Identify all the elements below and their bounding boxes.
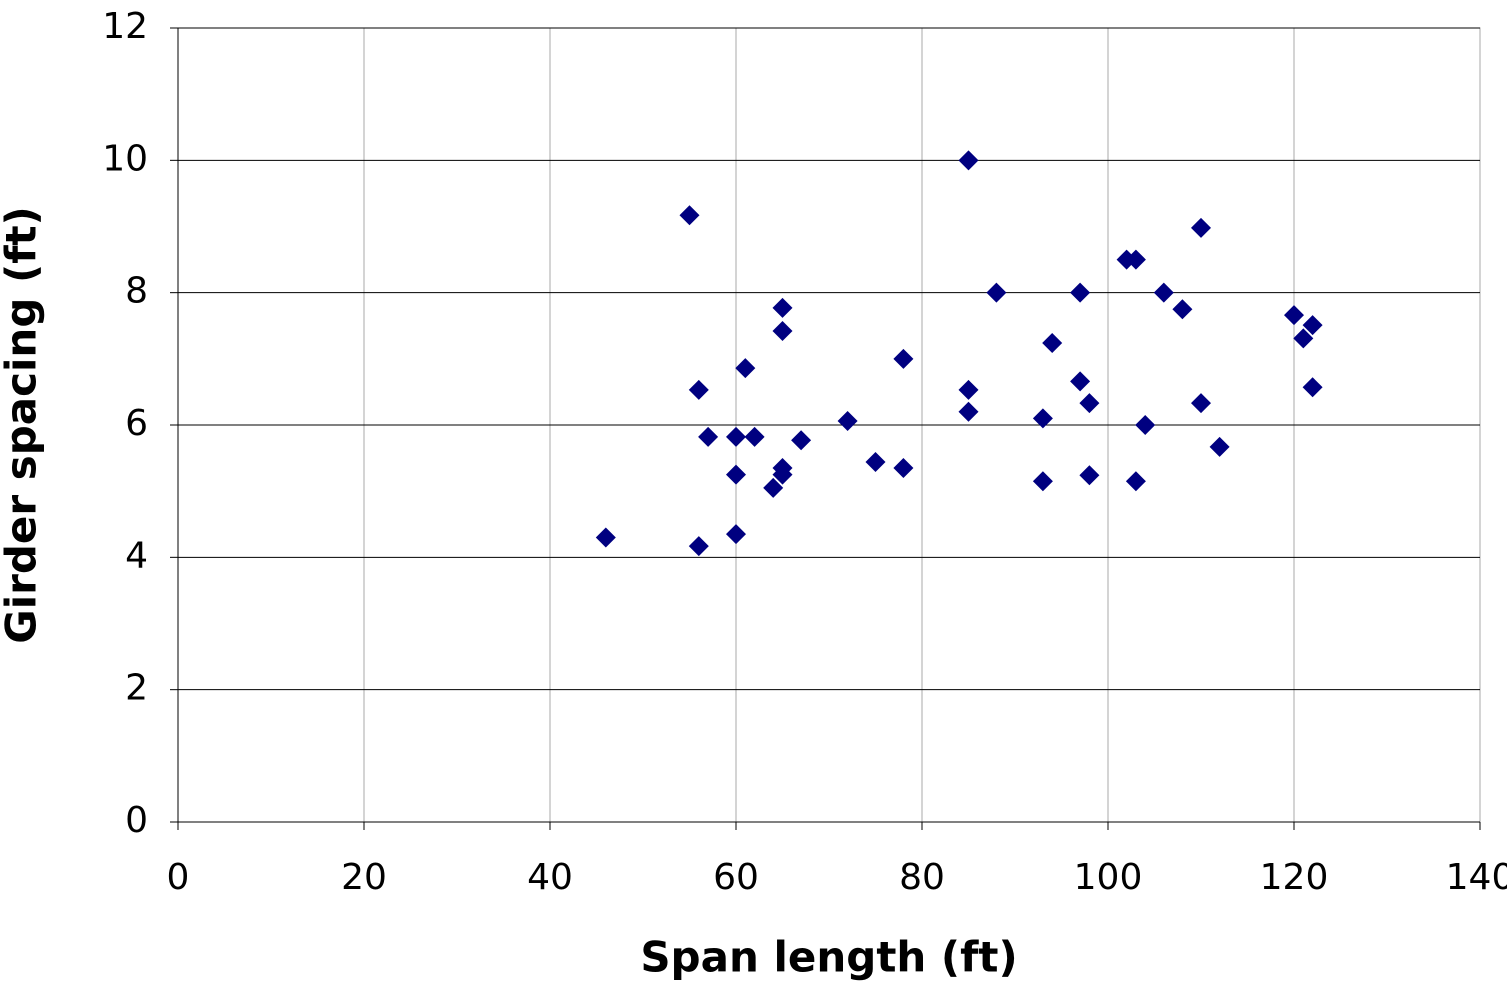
point (958, 150, 979, 171)
point (1209, 436, 1230, 457)
x-tick-label: 120 (1260, 857, 1329, 898)
point (791, 430, 812, 451)
y-tick-label: 4 (125, 535, 148, 576)
x-tick-label: 0 (167, 857, 190, 898)
point (735, 358, 756, 379)
point (1302, 315, 1323, 336)
x-tick-label: 80 (899, 857, 945, 898)
point (1191, 217, 1211, 238)
point (1284, 305, 1304, 326)
point (893, 348, 914, 369)
point (837, 411, 858, 432)
point (893, 458, 914, 479)
point (1042, 332, 1063, 353)
point (726, 426, 746, 447)
point (1135, 415, 1156, 435)
point (679, 205, 700, 226)
point (1079, 393, 1100, 414)
point (688, 379, 709, 400)
point (1125, 471, 1146, 492)
y-tick-label: 6 (125, 403, 148, 444)
point (1172, 299, 1193, 320)
point (726, 464, 746, 485)
point (1302, 377, 1323, 398)
y-tick-label: 10 (102, 138, 148, 179)
point (1191, 393, 1211, 414)
point (986, 282, 1007, 303)
point (958, 379, 979, 400)
point (688, 536, 709, 557)
point (772, 321, 793, 342)
point (744, 426, 765, 447)
y-tick-label: 0 (125, 800, 148, 841)
point (1032, 408, 1053, 429)
point (865, 452, 886, 473)
y-tick-label: 8 (125, 271, 148, 312)
point (1153, 282, 1174, 303)
point (1079, 465, 1100, 486)
y-tick-label: 2 (125, 668, 148, 709)
point (772, 464, 793, 485)
x-tick-label: 20 (341, 857, 387, 898)
point (1293, 328, 1314, 349)
y-axis-title: Girder spacing (ft) (0, 206, 46, 644)
point (1070, 371, 1091, 392)
point (1032, 471, 1053, 492)
x-tick-label: 100 (1074, 857, 1143, 898)
point (726, 524, 746, 545)
point (698, 426, 719, 447)
point (1125, 249, 1146, 270)
point (1070, 282, 1091, 303)
point (763, 477, 784, 498)
point (772, 297, 793, 318)
x-tick-label: 140 (1446, 857, 1507, 898)
x-tick-label: 60 (713, 857, 759, 898)
point (595, 527, 616, 548)
x-axis-title: Span length (ft) (640, 933, 1017, 982)
point (958, 401, 979, 422)
y-tick-label: 12 (102, 6, 148, 47)
x-tick-label: 40 (527, 857, 573, 898)
